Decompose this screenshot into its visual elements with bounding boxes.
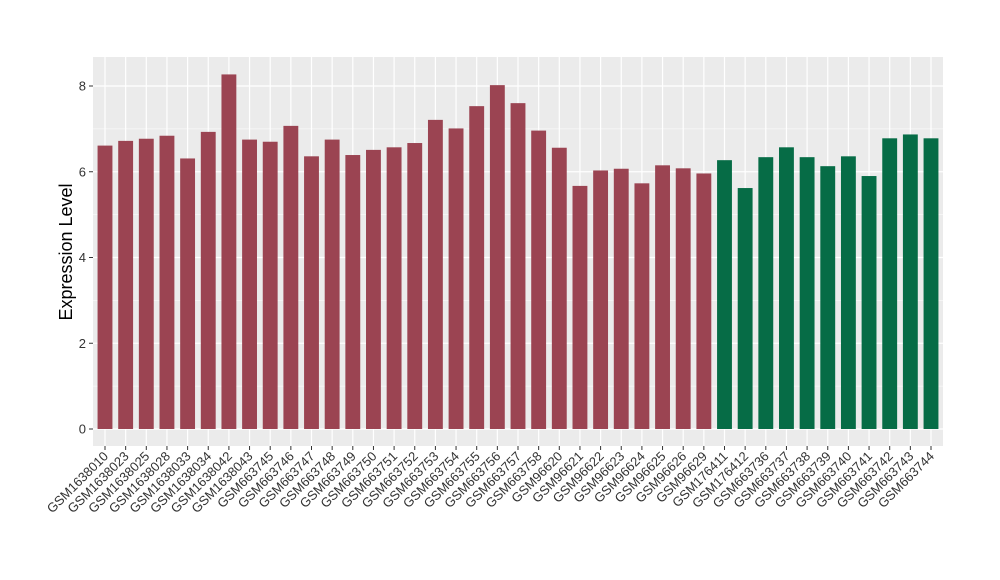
bar-GSM1638042 bbox=[221, 74, 237, 429]
bar-GSM663753 bbox=[427, 119, 443, 429]
bar-GSM663749 bbox=[345, 155, 361, 429]
bar-GSM663750 bbox=[366, 149, 381, 430]
bar-GSM663739 bbox=[820, 166, 836, 429]
bar-GSM663738 bbox=[799, 157, 815, 430]
bar-GSM176412 bbox=[737, 188, 753, 429]
bar-GSM1638023 bbox=[118, 140, 134, 429]
bar-GSM663740 bbox=[840, 156, 856, 429]
bar-GSM1638033 bbox=[180, 158, 196, 430]
bar-GSM663741 bbox=[861, 176, 877, 429]
bar-GSM663742 bbox=[882, 138, 898, 429]
bar-GSM663754 bbox=[448, 128, 464, 430]
bar-GSM663756 bbox=[489, 85, 505, 429]
bar-GSM96625 bbox=[655, 165, 670, 429]
bar-GSM663758 bbox=[531, 130, 547, 429]
y-tick-label: 4 bbox=[79, 250, 86, 265]
bar-GSM96626 bbox=[675, 168, 691, 429]
bar-GSM663755 bbox=[469, 106, 485, 430]
bar-GSM663745 bbox=[262, 141, 278, 430]
bar-GSM663747 bbox=[304, 156, 319, 429]
bar-GSM663736 bbox=[758, 157, 774, 430]
bar-GSM663748 bbox=[324, 139, 340, 429]
bar-GSM96621 bbox=[572, 185, 588, 429]
bar-GSM663757 bbox=[510, 103, 526, 430]
y-tick-label: 6 bbox=[79, 164, 86, 179]
bar-GSM663746 bbox=[283, 125, 299, 429]
bar-GSM663737 bbox=[779, 147, 794, 429]
x-axis: GSM1638010GSM1638023GSM1638025GSM1638028… bbox=[44, 446, 937, 516]
bar-GSM1638034 bbox=[200, 131, 216, 429]
bar-GSM1638010 bbox=[97, 145, 113, 429]
bar-GSM176411 bbox=[717, 160, 732, 429]
bar-GSM1638043 bbox=[242, 139, 257, 429]
bar-GSM96629 bbox=[696, 173, 712, 429]
bar-GSM1638028 bbox=[159, 135, 175, 430]
bars bbox=[97, 74, 939, 430]
y-tick-label: 2 bbox=[79, 336, 86, 351]
bar-GSM663744 bbox=[923, 138, 939, 429]
bar-GSM96620 bbox=[551, 147, 567, 430]
bar-GSM663752 bbox=[407, 143, 423, 429]
bar-GSM96623 bbox=[613, 168, 629, 429]
bar-GSM663751 bbox=[386, 147, 402, 429]
y-axis-title: Expression Level bbox=[56, 183, 76, 320]
y-tick-label: 0 bbox=[79, 422, 86, 437]
bar-GSM1638025 bbox=[138, 138, 154, 429]
bar-GSM663743 bbox=[902, 134, 918, 430]
y-tick-label: 8 bbox=[79, 79, 86, 94]
y-axis: 0 2 4 6 8 bbox=[79, 79, 93, 437]
bar-GSM96624 bbox=[634, 183, 650, 429]
bar-GSM96622 bbox=[593, 170, 609, 429]
